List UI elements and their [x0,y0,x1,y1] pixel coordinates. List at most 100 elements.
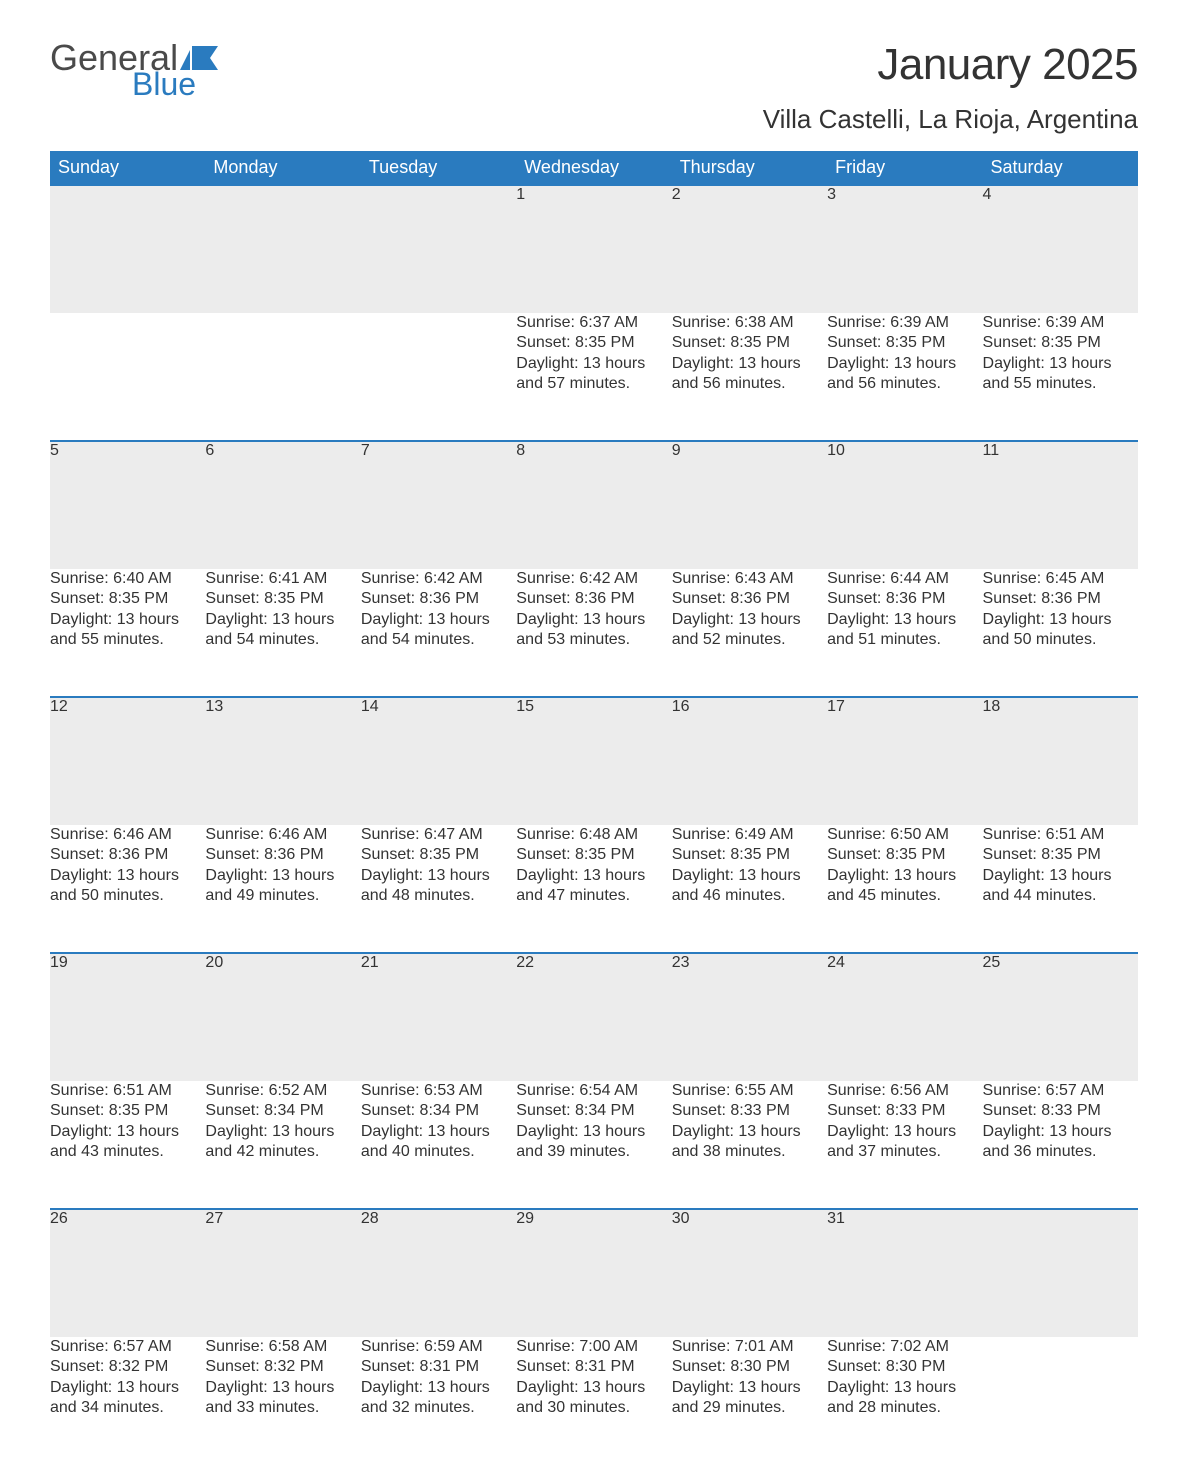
day-sunset-text: Sunset: 8:36 PM [205,845,360,865]
day-sunrise-text: Sunrise: 6:54 AM [516,1081,671,1101]
day-day1-text: Daylight: 13 hours [827,610,982,630]
day-content-cell: Sunrise: 6:45 AMSunset: 8:36 PMDaylight:… [983,569,1138,697]
day-day2-text: and 38 minutes. [672,1142,827,1162]
day-sunrise-text: Sunrise: 6:55 AM [672,1081,827,1101]
day-day1-text: Daylight: 13 hours [50,610,205,630]
day-content-cell: Sunrise: 6:43 AMSunset: 8:36 PMDaylight:… [672,569,827,697]
day-sunrise-text: Sunrise: 6:44 AM [827,569,982,589]
day-day1-text: Daylight: 13 hours [205,1122,360,1142]
day-sunset-text: Sunset: 8:36 PM [516,589,671,609]
day-number-cell: 1 [516,185,671,313]
day-number-cell: 9 [672,441,827,569]
day-number-cell: 24 [827,953,982,1081]
day-sunset-text: Sunset: 8:36 PM [983,589,1138,609]
day-sunset-text: Sunset: 8:35 PM [516,333,671,353]
page-title: January 2025 [763,40,1138,90]
day-sunrise-text: Sunrise: 6:40 AM [50,569,205,589]
day-number-cell: 23 [672,953,827,1081]
day-day1-text: Daylight: 13 hours [205,610,360,630]
day-day2-text: and 42 minutes. [205,1142,360,1162]
day-sunrise-text: Sunrise: 6:39 AM [983,313,1138,333]
day-day1-text: Daylight: 13 hours [672,354,827,374]
day-content-cell: Sunrise: 6:41 AMSunset: 8:35 PMDaylight:… [205,569,360,697]
day-day1-text: Daylight: 13 hours [827,354,982,374]
day-sunset-text: Sunset: 8:32 PM [50,1357,205,1377]
day-day1-text: Daylight: 13 hours [516,610,671,630]
day-day2-text: and 54 minutes. [205,630,360,650]
calendar-daynum-row: 567891011 [50,441,1138,569]
day-day2-text: and 53 minutes. [516,630,671,650]
day-day1-text: Daylight: 13 hours [672,1378,827,1398]
day-number-cell: 26 [50,1209,205,1337]
day-day1-text: Daylight: 13 hours [516,1378,671,1398]
day-content-cell: Sunrise: 6:39 AMSunset: 8:35 PMDaylight:… [983,313,1138,441]
day-content-cell: Sunrise: 6:53 AMSunset: 8:34 PMDaylight:… [361,1081,516,1209]
day-day1-text: Daylight: 13 hours [361,866,516,886]
day-day2-text: and 29 minutes. [672,1398,827,1418]
day-sunrise-text: Sunrise: 6:48 AM [516,825,671,845]
day-number-cell: 2 [672,185,827,313]
day-content-cell: Sunrise: 6:47 AMSunset: 8:35 PMDaylight:… [361,825,516,953]
day-number-cell [361,185,516,313]
day-sunset-text: Sunset: 8:34 PM [516,1101,671,1121]
day-content-cell: Sunrise: 6:54 AMSunset: 8:34 PMDaylight:… [516,1081,671,1209]
day-number-cell: 18 [983,697,1138,825]
day-day1-text: Daylight: 13 hours [361,1122,516,1142]
day-day1-text: Daylight: 13 hours [516,866,671,886]
day-content-cell: Sunrise: 6:46 AMSunset: 8:36 PMDaylight:… [50,825,205,953]
day-day2-text: and 34 minutes. [50,1398,205,1418]
day-sunrise-text: Sunrise: 6:59 AM [361,1337,516,1357]
day-sunrise-text: Sunrise: 7:01 AM [672,1337,827,1357]
day-content-cell: Sunrise: 6:55 AMSunset: 8:33 PMDaylight:… [672,1081,827,1209]
day-sunset-text: Sunset: 8:35 PM [672,845,827,865]
day-content-cell: Sunrise: 6:42 AMSunset: 8:36 PMDaylight:… [516,569,671,697]
day-sunset-text: Sunset: 8:35 PM [50,1101,205,1121]
day-day2-text: and 30 minutes. [516,1398,671,1418]
day-day1-text: Daylight: 13 hours [516,1122,671,1142]
day-sunset-text: Sunset: 8:33 PM [983,1101,1138,1121]
day-content-cell: Sunrise: 6:56 AMSunset: 8:33 PMDaylight:… [827,1081,982,1209]
day-sunset-text: Sunset: 8:35 PM [361,845,516,865]
day-sunset-text: Sunset: 8:30 PM [672,1357,827,1377]
day-day2-text: and 57 minutes. [516,374,671,394]
day-day1-text: Daylight: 13 hours [50,866,205,886]
day-day2-text: and 45 minutes. [827,886,982,906]
weekday-header: Tuesday [361,151,516,185]
day-day2-text: and 28 minutes. [827,1398,982,1418]
weekday-header: Thursday [672,151,827,185]
day-sunset-text: Sunset: 8:36 PM [361,589,516,609]
day-sunset-text: Sunset: 8:35 PM [983,845,1138,865]
day-day2-text: and 40 minutes. [361,1142,516,1162]
day-number-cell: 6 [205,441,360,569]
day-day2-text: and 48 minutes. [361,886,516,906]
day-sunset-text: Sunset: 8:35 PM [983,333,1138,353]
day-day1-text: Daylight: 13 hours [50,1378,205,1398]
day-day1-text: Daylight: 13 hours [983,354,1138,374]
day-number-cell: 3 [827,185,982,313]
day-sunrise-text: Sunrise: 6:42 AM [516,569,671,589]
day-number-cell: 25 [983,953,1138,1081]
day-day1-text: Daylight: 13 hours [516,354,671,374]
day-number-cell: 17 [827,697,982,825]
calendar-daynum-row: 262728293031 [50,1209,1138,1337]
day-day1-text: Daylight: 13 hours [983,866,1138,886]
day-day2-text: and 50 minutes. [983,630,1138,650]
day-sunrise-text: Sunrise: 6:38 AM [672,313,827,333]
day-content-cell: Sunrise: 6:52 AMSunset: 8:34 PMDaylight:… [205,1081,360,1209]
day-number-cell: 29 [516,1209,671,1337]
day-content-cell: Sunrise: 6:51 AMSunset: 8:35 PMDaylight:… [50,1081,205,1209]
day-day1-text: Daylight: 13 hours [50,1122,205,1142]
day-number-cell [983,1209,1138,1337]
day-number-cell [205,185,360,313]
day-day2-text: and 43 minutes. [50,1142,205,1162]
day-day1-text: Daylight: 13 hours [983,1122,1138,1142]
brand-logo: General Blue [50,40,218,100]
day-sunset-text: Sunset: 8:31 PM [361,1357,516,1377]
day-content-cell: Sunrise: 6:39 AMSunset: 8:35 PMDaylight:… [827,313,982,441]
day-sunset-text: Sunset: 8:33 PM [672,1101,827,1121]
day-sunrise-text: Sunrise: 6:43 AM [672,569,827,589]
day-day2-text: and 37 minutes. [827,1142,982,1162]
weekday-header: Sunday [50,151,205,185]
day-sunrise-text: Sunrise: 6:41 AM [205,569,360,589]
brand-word-blue: Blue [132,68,218,100]
